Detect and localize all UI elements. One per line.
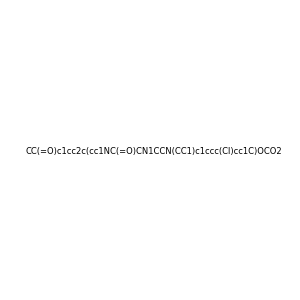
Text: CC(=O)c1cc2c(cc1NC(=O)CN1CCN(CC1)c1ccc(Cl)cc1C)OCO2: CC(=O)c1cc2c(cc1NC(=O)CN1CCN(CC1)c1ccc(C…	[26, 147, 282, 156]
